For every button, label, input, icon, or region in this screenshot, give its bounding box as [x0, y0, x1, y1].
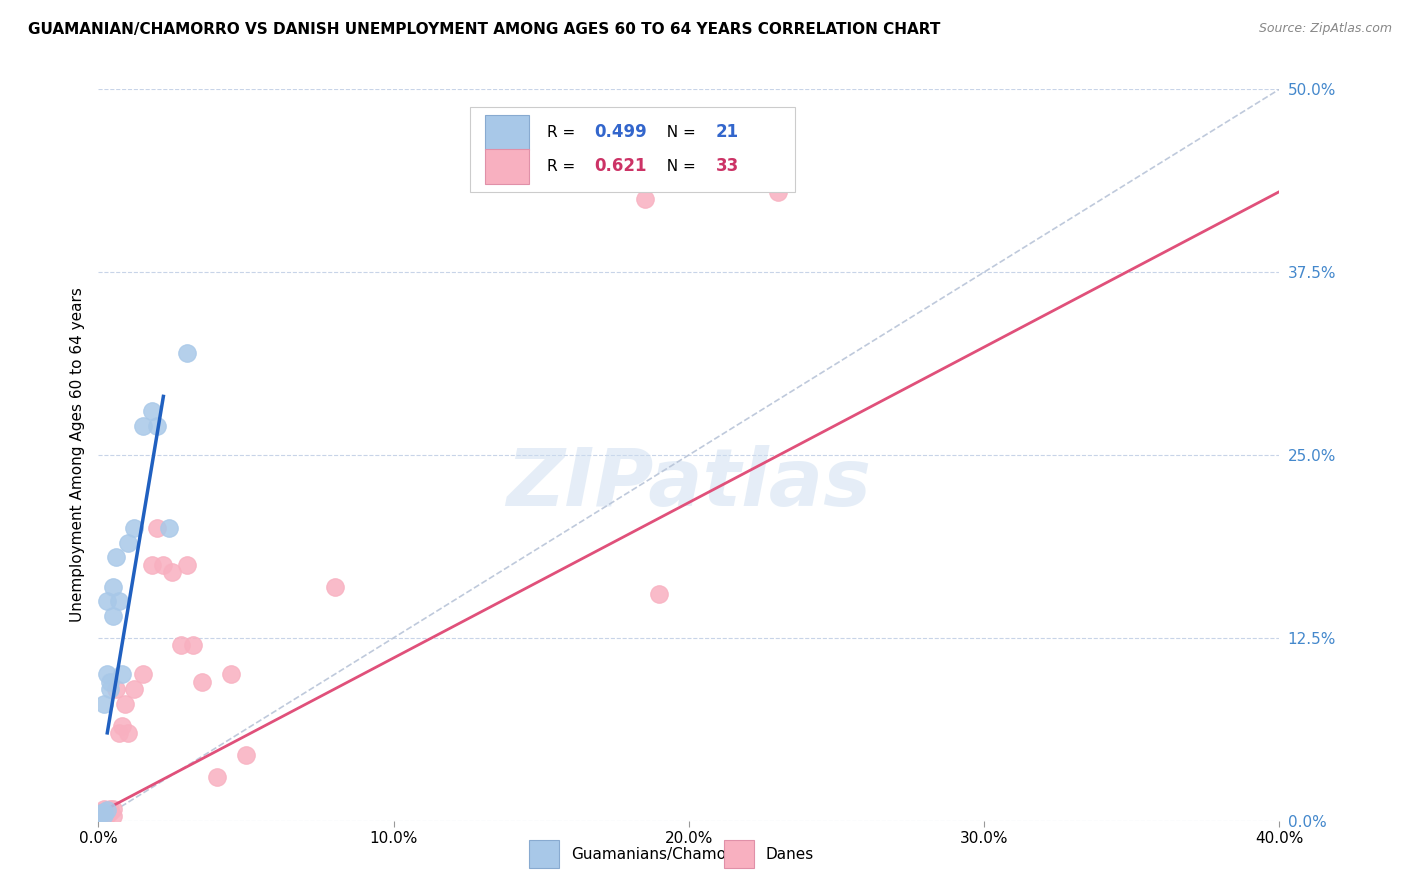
Text: R =: R =: [547, 159, 581, 174]
Point: [176, 345, 198, 359]
Point: [141, 404, 163, 418]
Point: [98, 802, 121, 816]
Point: [132, 418, 155, 433]
Point: [219, 667, 242, 681]
Text: Guamanians/Chamorros: Guamanians/Chamorros: [571, 847, 755, 862]
Point: [111, 718, 134, 732]
Point: [93, 807, 115, 822]
Point: [90, 805, 112, 819]
Point: [103, 809, 125, 823]
Point: [90, 806, 112, 821]
Point: [93, 806, 115, 821]
Point: [176, 558, 198, 572]
Point: [162, 565, 183, 579]
Point: [141, 558, 163, 572]
Point: [105, 550, 128, 565]
Point: [103, 608, 125, 623]
Point: [111, 667, 134, 681]
Point: [93, 809, 115, 823]
Point: [96, 804, 118, 818]
Point: [191, 674, 214, 689]
Bar: [485, 115, 530, 150]
Text: R =: R =: [547, 125, 581, 140]
Text: 0.499: 0.499: [595, 123, 647, 141]
Text: 0.621: 0.621: [595, 157, 647, 175]
Point: [98, 681, 121, 696]
Point: [323, 580, 346, 594]
Point: [157, 521, 180, 535]
Point: [146, 521, 169, 535]
Point: [648, 587, 671, 601]
Point: [205, 770, 228, 784]
Point: [96, 594, 118, 608]
Point: [105, 681, 128, 696]
Point: [122, 521, 145, 535]
Point: [146, 418, 169, 433]
Bar: [485, 149, 530, 185]
Point: [117, 726, 139, 740]
Point: [181, 638, 204, 652]
Point: [122, 681, 145, 696]
FancyBboxPatch shape: [471, 108, 796, 192]
Text: 21: 21: [716, 123, 740, 141]
Text: GUAMANIAN/CHAMORRO VS DANISH UNEMPLOYMENT AMONG AGES 60 TO 64 YEARS CORRELATION : GUAMANIAN/CHAMORRO VS DANISH UNEMPLOYMEN…: [28, 22, 941, 37]
Point: [117, 535, 139, 549]
Point: [98, 805, 121, 819]
Point: [633, 192, 655, 206]
Text: Source: ZipAtlas.com: Source: ZipAtlas.com: [1258, 22, 1392, 36]
Y-axis label: Unemployment Among Ages 60 to 64 years: Unemployment Among Ages 60 to 64 years: [69, 287, 84, 623]
Point: [170, 638, 193, 652]
Point: [93, 802, 115, 816]
Point: [93, 805, 115, 819]
Point: [235, 747, 257, 762]
Point: [96, 804, 118, 818]
Point: [93, 697, 115, 711]
Text: 33: 33: [716, 157, 740, 175]
Bar: [724, 840, 754, 868]
Point: [152, 558, 174, 572]
Point: [96, 667, 118, 681]
Point: [108, 726, 131, 740]
Text: N =: N =: [657, 159, 700, 174]
Text: N =: N =: [657, 125, 700, 140]
Point: [90, 806, 112, 821]
Point: [114, 697, 136, 711]
Bar: [530, 840, 560, 868]
Point: [132, 667, 155, 681]
Point: [103, 580, 125, 594]
Point: [96, 807, 118, 822]
Point: [108, 594, 131, 608]
Text: ZIPatlas: ZIPatlas: [506, 445, 872, 524]
Point: [103, 802, 125, 816]
Text: Danes: Danes: [766, 847, 814, 862]
Point: [98, 674, 121, 689]
Point: [766, 185, 789, 199]
